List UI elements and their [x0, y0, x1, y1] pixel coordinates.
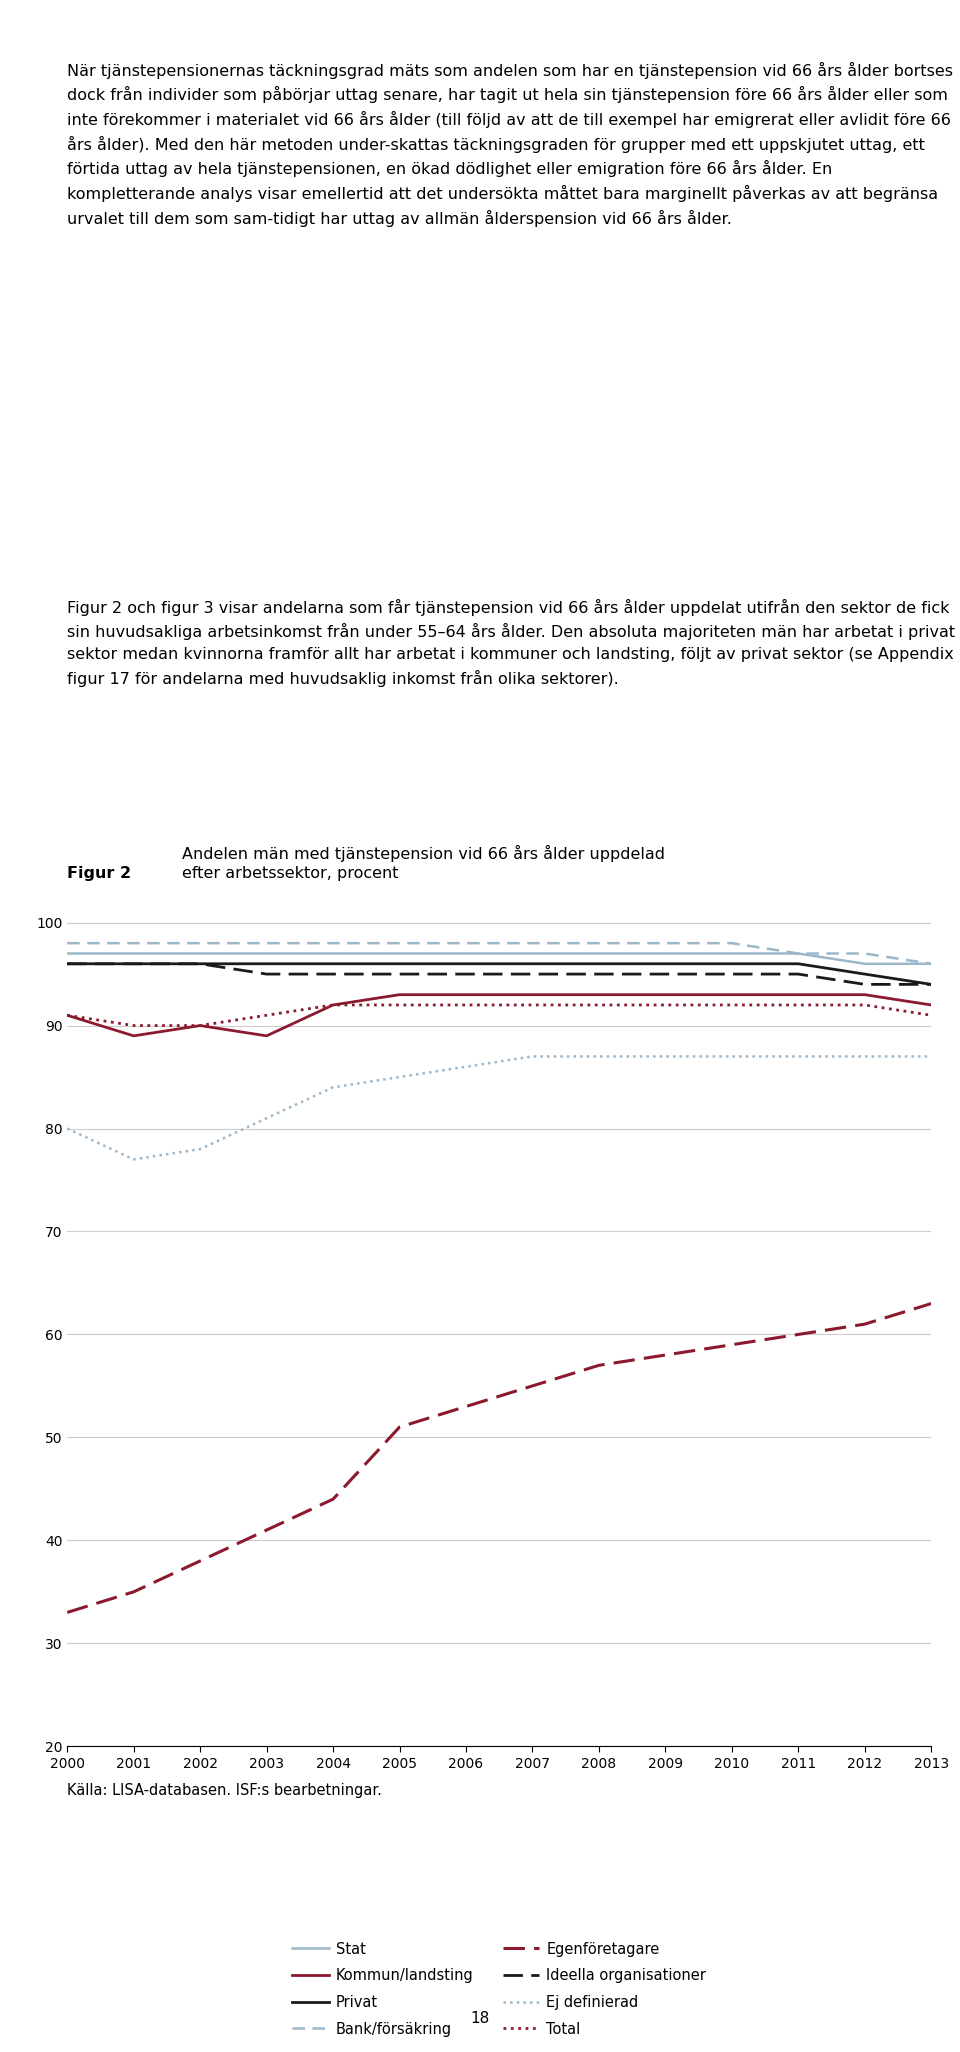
Legend: Stat, Kommun/landsting, Privat, Bank/försäkring, Egenföretagare, Ideella organis: Stat, Kommun/landsting, Privat, Bank/för…: [292, 1941, 707, 2036]
Text: När tjänstepensionernas täckningsgrad mäts som andelen som har en tjänstepension: När tjänstepensionernas täckningsgrad mä…: [67, 62, 953, 228]
Text: Figur 2 och figur 3 visar andelarna som får tjänstepension vid 66 års ålder uppd: Figur 2 och figur 3 visar andelarna som …: [67, 599, 955, 687]
Text: Källa: LISA-databasen. ISF:s bearbetningar.: Källa: LISA-databasen. ISF:s bearbetning…: [67, 1783, 382, 1798]
Text: Andelen män med tjänstepension vid 66 års ålder uppdelad
efter arbetssektor, pro: Andelen män med tjänstepension vid 66 år…: [182, 845, 665, 882]
Text: 18: 18: [470, 2011, 490, 2025]
Text: Figur 2: Figur 2: [67, 866, 132, 882]
